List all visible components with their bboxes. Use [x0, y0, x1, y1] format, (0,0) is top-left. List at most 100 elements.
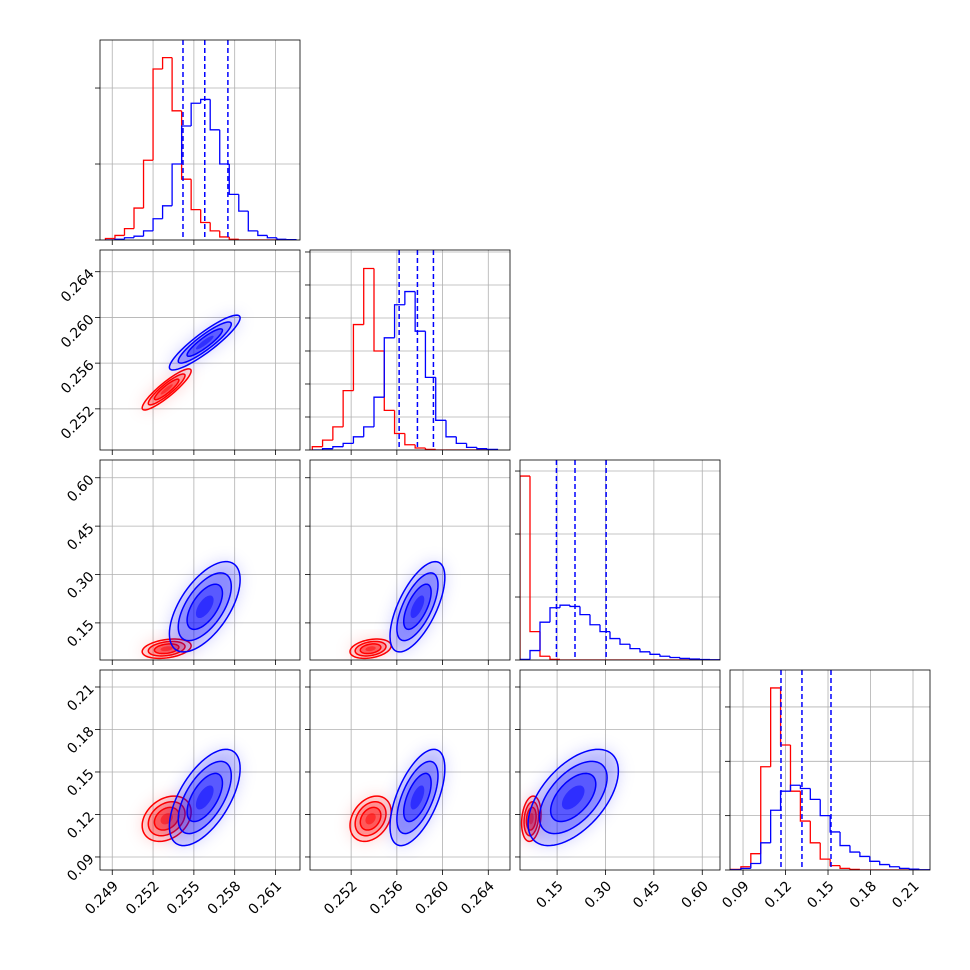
histogram-step: [539, 631, 550, 657]
x-tick-label: 0.252: [123, 878, 163, 918]
histogram-step: [549, 656, 560, 660]
x-tick-label: 0.15: [804, 878, 837, 911]
histogram-step: [888, 864, 900, 868]
histogram-step: [609, 631, 620, 640]
histogram-step: [789, 784, 801, 792]
x-tick-label: 0.249: [82, 878, 122, 918]
contours: [141, 748, 241, 847]
histogram-step: [799, 785, 811, 790]
histogram-step: [414, 444, 426, 449]
contour: [538, 760, 608, 835]
x-tick-label: 0.264: [458, 878, 498, 918]
sample-cloud: [169, 561, 241, 652]
sample-cloud: [169, 749, 241, 846]
contour: [168, 560, 241, 653]
y-tick-label: 0.252: [58, 403, 98, 443]
histogram-step: [424, 448, 436, 450]
contour: [349, 638, 392, 660]
histogram-step: [133, 207, 144, 229]
y-tick-label: 0.45: [64, 520, 97, 553]
contour: [389, 560, 446, 653]
histogram-step: [190, 102, 201, 127]
histogram-step: [190, 179, 201, 211]
histogram-step: [760, 766, 771, 854]
x-tick-label: 0.09: [719, 878, 752, 911]
histogram-step: [809, 821, 821, 844]
histogram-step: [569, 605, 580, 608]
density-fill: [178, 572, 232, 641]
histogram-step: [435, 449, 446, 450]
panel-frame: [309, 459, 511, 661]
panel: [515, 459, 721, 665]
histogram-step: [908, 868, 920, 870]
density-fill: [154, 379, 179, 400]
histogram-step: [849, 845, 860, 853]
contour: [354, 800, 387, 837]
histogram-step: [123, 227, 135, 236]
contour: [396, 760, 439, 835]
histogram-step: [321, 448, 333, 450]
contour: [153, 378, 180, 401]
histogram-step: [809, 788, 821, 800]
histogram-step: [750, 862, 761, 869]
panel: 0.15 0.30 0.45 0.60: [515, 669, 721, 912]
histogram-step: [142, 159, 154, 209]
histogram-step: [209, 222, 220, 232]
histogram-step: [589, 614, 600, 626]
sample-cloud: [390, 561, 445, 652]
histogram-step: [200, 98, 211, 104]
contour: [402, 772, 432, 823]
panel-frame: [99, 669, 301, 871]
density-fill: [178, 322, 232, 364]
y-tick-label: 0.15: [64, 617, 97, 650]
histogram-step: [373, 396, 385, 427]
x-tick-label: 0.256: [367, 878, 407, 918]
histogram-step: [898, 866, 910, 870]
x-tick-label: 0.45: [630, 878, 663, 911]
histogram-step: [829, 859, 841, 867]
histogram-step: [869, 856, 880, 862]
histogram-step: [829, 815, 841, 833]
y-tick-label: 0.260: [58, 312, 98, 352]
histogram-step: [171, 57, 182, 112]
contours: [141, 314, 241, 411]
histogram-step: [839, 865, 850, 870]
histogram-step: [520, 658, 530, 660]
density-fill: [390, 561, 445, 652]
contour: [168, 314, 241, 371]
panel-frame: [309, 249, 511, 451]
density-fill: [148, 374, 186, 405]
y-tick-label: 0.12: [64, 809, 97, 842]
histogram-step: [276, 237, 287, 240]
histogram-step: [152, 68, 163, 161]
density-fill: [390, 749, 445, 846]
x-tick-label: 0.258: [205, 878, 245, 918]
y-tick-label: 0.18: [64, 724, 97, 757]
histogram-step: [161, 205, 173, 219]
contour: [147, 373, 186, 406]
histogram-step: [228, 236, 239, 240]
histogram-step: [839, 831, 850, 847]
histogram-step: [549, 607, 560, 623]
histogram: [520, 460, 720, 660]
histogram-step: [161, 56, 173, 70]
histogram-step: [228, 164, 239, 196]
panel-frame: [99, 39, 301, 241]
panel-frame: [99, 249, 301, 451]
histogram-step: [104, 237, 115, 240]
panel-frame: [99, 459, 301, 661]
histogram-step: [539, 621, 550, 651]
histogram-step: [266, 235, 277, 239]
histogram-step: [819, 799, 831, 817]
contour: [354, 640, 387, 657]
contour: [359, 643, 382, 655]
density-fill: [195, 785, 214, 810]
histogram-step: [579, 606, 590, 616]
x-tick-label: 0.18: [847, 878, 880, 911]
density-fill: [403, 584, 432, 630]
contours: [349, 560, 446, 660]
histogram-step: [740, 867, 751, 870]
histogram-step: [559, 604, 570, 608]
